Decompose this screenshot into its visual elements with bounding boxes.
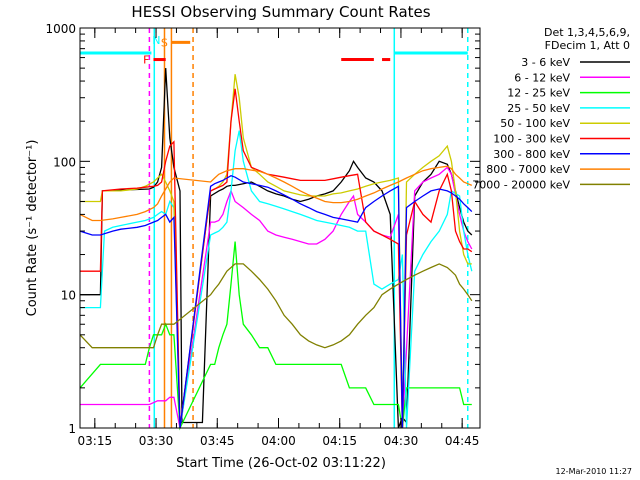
- y-axis: 1 10 100 1000: [45, 22, 480, 436]
- legend-label-6-12-kev: 6 - 12 keV: [514, 71, 570, 84]
- plot-frame: [79, 27, 481, 429]
- legend-label-50-100-kev: 50 - 100 keV: [500, 117, 570, 130]
- series-line-6-12-kev: [80, 166, 473, 429]
- x-tick-label: 03:30: [139, 434, 174, 448]
- annotation-0: N: [152, 34, 160, 47]
- plot-area: SFN: [79, 28, 473, 431]
- x-tick-label: 03:15: [78, 434, 113, 448]
- chart-title: HESSI Observing Summary Count Rates: [131, 3, 430, 21]
- y-tick-label: 1000: [45, 22, 76, 36]
- legend-label-800-7000-kev: 800 - 7000 keV: [486, 163, 570, 176]
- y-tick-label: 1: [68, 422, 76, 436]
- x-tick-label: 03:45: [200, 434, 235, 448]
- x-axis-label: Start Time (26-Oct-02 03:11:22): [176, 456, 386, 471]
- series-line-300-800-kev: [79, 174, 473, 429]
- series-line-25-50-kev: [80, 130, 473, 429]
- x-tick-label: 04:00: [261, 434, 296, 448]
- series-line-7000-20000-kev: [79, 263, 473, 349]
- series-line-50-100-kev: [80, 74, 472, 429]
- series-line-100-300-kev: [80, 88, 473, 429]
- legend-label-3-6-kev: 3 - 6 keV: [521, 56, 570, 69]
- timestamp: 12-Mar-2010 11:27: [556, 467, 633, 476]
- x-axis: 03:15 03:30 03:45 04:00 04:15 04:30 04:45: [78, 28, 480, 448]
- y-tick-label: 10: [61, 289, 76, 303]
- legend-label-25-50-kev: 25 - 50 keV: [507, 102, 570, 115]
- x-tick-label: 04:30: [384, 434, 419, 448]
- legend: Det 1,3,4,5,6,9, FDecim 1, Att 0 3 - 6 k…: [472, 26, 630, 191]
- top-bar-label-3: F: [143, 54, 149, 67]
- legend-label-12-25-kev: 12 - 25 keV: [507, 87, 570, 100]
- legend-header-1: Det 1,3,4,5,6,9,: [544, 26, 630, 39]
- legend-header-2: FDecim 1, Att 0: [545, 39, 630, 52]
- y-tick-label: 100: [53, 155, 76, 169]
- legend-label-300-800-kev: 300 - 800 keV: [493, 148, 570, 161]
- x-tick-label: 04:15: [322, 434, 357, 448]
- top-bar-label-2: S: [161, 36, 168, 49]
- series-line-800-7000-kev: [79, 165, 473, 222]
- y-axis-label: Count Rate (s⁻¹ detector⁻¹): [25, 140, 40, 317]
- x-tick-label: 04:45: [445, 434, 480, 448]
- legend-label-7000-20000-kev: 7000 - 20000 keV: [472, 178, 570, 191]
- legend-label-100-300-kev: 100 - 300 keV: [493, 133, 570, 146]
